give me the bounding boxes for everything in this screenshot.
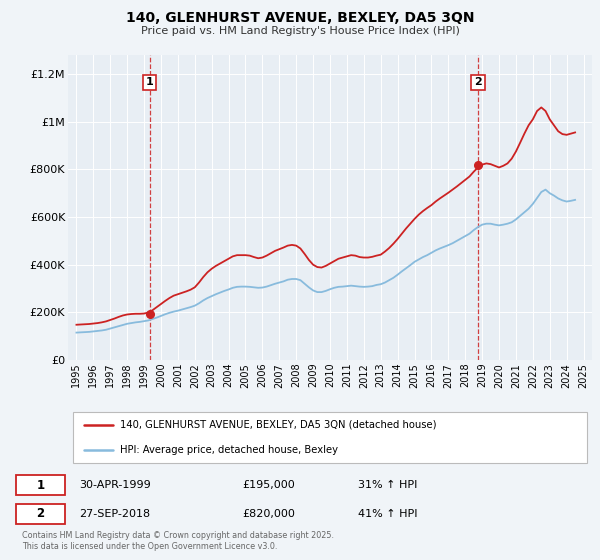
FancyBboxPatch shape [16, 475, 65, 496]
Text: 1: 1 [146, 77, 154, 87]
Text: 2: 2 [37, 507, 44, 520]
Text: £195,000: £195,000 [242, 480, 295, 490]
Text: 2: 2 [474, 77, 482, 87]
Text: 31% ↑ HPI: 31% ↑ HPI [358, 480, 418, 490]
Text: 41% ↑ HPI: 41% ↑ HPI [358, 509, 418, 519]
Text: 30-APR-1999: 30-APR-1999 [80, 480, 151, 490]
Text: Contains HM Land Registry data © Crown copyright and database right 2025.
This d: Contains HM Land Registry data © Crown c… [22, 531, 334, 551]
Text: 140, GLENHURST AVENUE, BEXLEY, DA5 3QN: 140, GLENHURST AVENUE, BEXLEY, DA5 3QN [126, 11, 474, 25]
Text: 1: 1 [37, 479, 44, 492]
Text: Price paid vs. HM Land Registry's House Price Index (HPI): Price paid vs. HM Land Registry's House … [140, 26, 460, 36]
Text: HPI: Average price, detached house, Bexley: HPI: Average price, detached house, Bexl… [121, 445, 338, 455]
Text: 140, GLENHURST AVENUE, BEXLEY, DA5 3QN (detached house): 140, GLENHURST AVENUE, BEXLEY, DA5 3QN (… [121, 420, 437, 430]
FancyBboxPatch shape [73, 412, 587, 463]
FancyBboxPatch shape [16, 503, 65, 524]
Text: £820,000: £820,000 [242, 509, 295, 519]
Text: 27-SEP-2018: 27-SEP-2018 [80, 509, 151, 519]
